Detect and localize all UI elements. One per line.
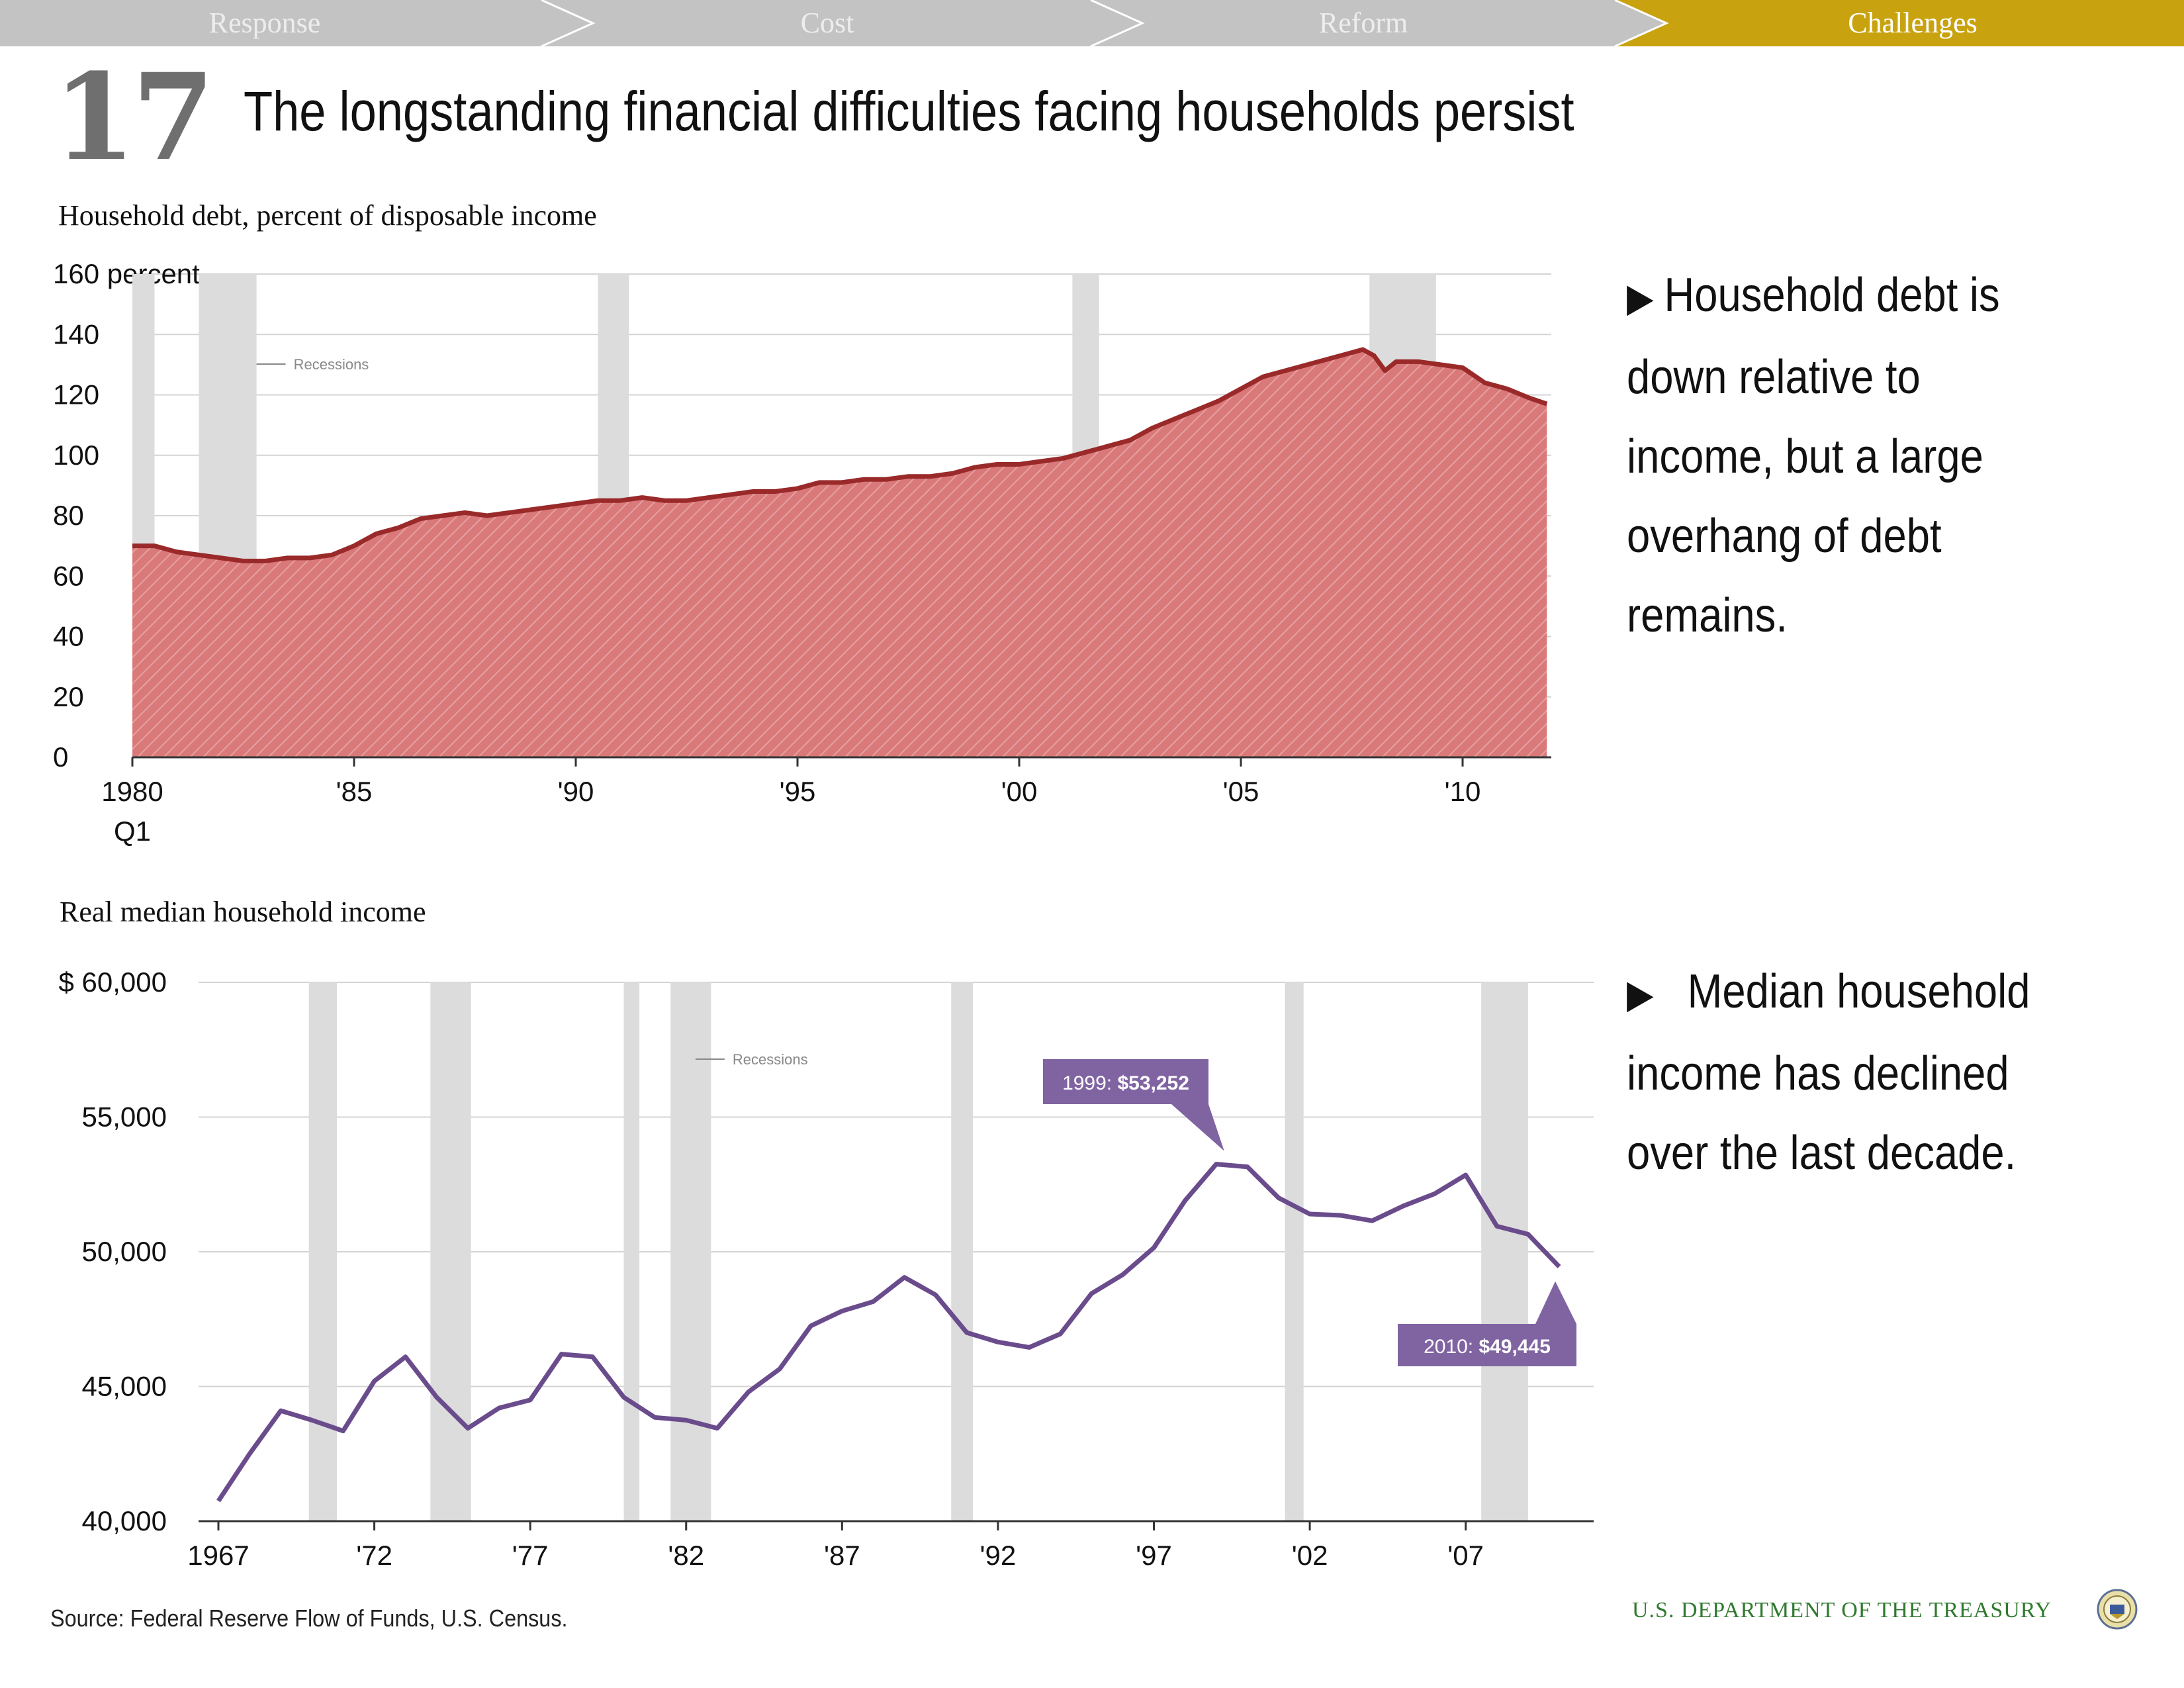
callout-box (1398, 1324, 1576, 1366)
bullet-text: Median household income has declined ove… (1627, 965, 2030, 1180)
x-tick-label: 1980 (101, 776, 163, 807)
y-tick-label: 120 (53, 379, 99, 410)
nav-divider (1090, 0, 1145, 46)
nav-tab-reform[interactable]: Reform (1318, 7, 1408, 39)
debt-chart-title: Household debt, percent of disposable in… (58, 199, 597, 232)
nav-tab-shape-cost (543, 0, 1142, 46)
y-tick-label: $ 60,000 (59, 966, 167, 998)
recession-band (670, 982, 711, 1521)
y-tick-label: 100 (53, 440, 99, 471)
legend-label: Recessions (294, 356, 369, 373)
source-note: Source: Federal Reserve Flow of Funds, U… (50, 1605, 568, 1632)
callout-label: 2010: $49,445 (1424, 1336, 1551, 1358)
y-tick-label: 140 (53, 318, 99, 350)
callout-label: 1999: $53,252 (1062, 1072, 1189, 1094)
legend-label: Recessions (733, 1051, 808, 1068)
x-tick-sublabel: Q1 (114, 816, 151, 847)
y-tick-label: 40 (53, 621, 84, 652)
nav-tab-shape-response (0, 0, 593, 46)
x-tick-label: '10 (1445, 776, 1481, 807)
x-tick-label: '85 (336, 776, 373, 807)
nav-tab-shape-challenges (1616, 0, 2184, 46)
debt-line (132, 347, 1548, 563)
recession-band (1285, 982, 1304, 1521)
median-income-chart: 40,000 45,000 50,000 55,000 $ 60,000 1967 '72 '… (59, 966, 1594, 1571)
x-tick-label: '00 (1001, 776, 1038, 807)
x-tick-label: '95 (780, 776, 816, 807)
section-nav: Response Cost Reform Challenges (0, 0, 2184, 46)
nav-divider (1614, 0, 1669, 46)
debt-area (132, 350, 1547, 757)
income-chart-title: Real median household income (60, 896, 426, 928)
y-tick-label: 55,000 (82, 1102, 167, 1133)
x-tick-label: '02 (1292, 1540, 1328, 1571)
y-tick-label: 80 (53, 500, 84, 531)
nav-tab-challenges[interactable]: Challenges (1848, 7, 1978, 39)
page-title: The longstanding financial difficulties … (244, 80, 1574, 142)
household-debt-chart: 0 20 40 60 80 100 120 140 160 percent 1980 '85 '90 '… (53, 258, 1551, 847)
y-tick-label: 50,000 (82, 1236, 167, 1267)
recession-band (951, 982, 974, 1521)
recession-band (623, 982, 640, 1521)
y-tick-label: 45,000 (82, 1371, 167, 1402)
x-tick-label: '82 (668, 1540, 704, 1571)
bullet-debt: ▶ Household debt is down relative to inco… (1627, 256, 2070, 655)
bullet-triangle-icon: ▶ (1627, 972, 1654, 1016)
y-tick-label: 0 (53, 741, 68, 773)
callout-box (1043, 1059, 1208, 1104)
nav-tab-shape-reform (1092, 0, 1666, 46)
treasury-wordmark: U.S. DEPARTMENT OF THE TREASURY (1632, 1598, 2052, 1622)
x-tick-label: '07 (1447, 1540, 1484, 1571)
bullet-triangle-icon: ▶ (1627, 275, 1654, 320)
nav-tab-response[interactable]: Response (208, 7, 321, 39)
x-tick-label: 1967 (187, 1540, 249, 1571)
callout-pointer (1043, 1104, 1224, 1151)
x-tick-label: '92 (980, 1540, 1017, 1571)
page-number: 17 (53, 48, 214, 187)
income-line (216, 1162, 1561, 1503)
y-tick-label: 40,000 (82, 1505, 167, 1536)
x-tick-label: '77 (512, 1540, 549, 1571)
recession-band (1481, 982, 1528, 1521)
nav-divider (541, 0, 596, 46)
recession-band (308, 982, 338, 1521)
y-tick-label: 160 percent (53, 258, 200, 289)
nav-tab-cost[interactable]: Cost (800, 7, 854, 39)
x-tick-label: '87 (824, 1540, 860, 1571)
x-tick-label: '90 (558, 776, 594, 807)
treasury-seal-icon (2097, 1589, 2138, 1630)
recession-band (430, 982, 471, 1521)
x-tick-label: '72 (356, 1540, 392, 1571)
bullet-income: ▶ Median household income has declined ov… (1627, 952, 2070, 1193)
x-tick-label: '97 (1136, 1540, 1172, 1571)
x-tick-label: '05 (1223, 776, 1259, 807)
y-tick-label: 20 (53, 681, 84, 712)
bullet-text: Household debt is down relative to incom… (1627, 269, 2000, 642)
nav-background (0, 0, 2184, 46)
y-tick-label: 60 (53, 560, 84, 591)
callout-pointer (1535, 1281, 1576, 1324)
